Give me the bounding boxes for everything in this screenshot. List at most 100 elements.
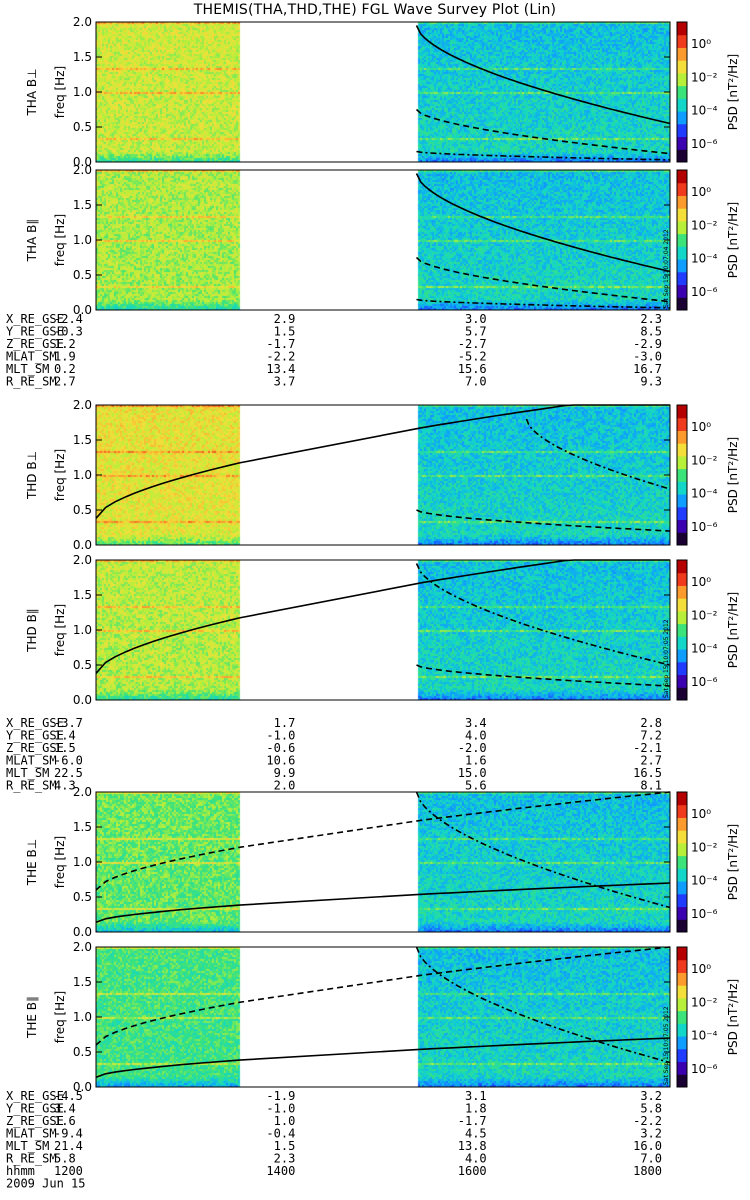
ephemeris-label: MLAT_SM [6,350,57,364]
ephemeris-value: 16.0 [633,1139,662,1153]
frequency-curve [416,298,671,309]
y-tick-label: 0.0 [73,303,92,317]
colorbar: 10⁰ 10⁻² 10⁻⁴ 10⁻⁶ PSD [nT²/Hz] [676,21,740,163]
colorbar-tick-label: 10⁰ [691,807,711,821]
ephemeris-label: Y_RE_GSE [6,729,64,743]
colorbar-segment [677,170,687,184]
ephemeris-value: 1200 [54,1164,83,1178]
colorbar-tick-label: 10⁻⁴ [691,487,718,501]
colorbar-segment [677,123,687,138]
colorbar-segment [677,85,687,99]
panel-ylabel: THA B⊥ [25,68,39,116]
panel-ylabel: THE B⊥ [25,839,39,886]
ephemeris-label: Z_RE_GSE [6,741,64,755]
ephemeris-label: MLT_SM [6,362,49,376]
ephemeris-value: 13.8 [458,1139,487,1153]
colorbar-segment [677,804,687,818]
spectrogram-image [96,22,670,162]
colorbar-segment [677,959,687,973]
frequency-curve [415,173,671,273]
spectrogram-image [96,170,670,310]
colorbar-tick-label: 10⁻² [691,608,718,622]
ephemeris-value: 7.0 [640,1152,662,1166]
ephemeris-value: 8.1 [640,779,662,793]
colorbar-segment [677,1023,687,1037]
colorbar-tick-label: 10⁻⁶ [691,1062,718,1076]
colorbar-segment [677,572,687,586]
y-tick-label: 2.0 [73,398,92,412]
ephemeris-value: -1.0 [266,729,295,743]
y-tick-label: 1.5 [73,433,92,447]
colorbar-tick-label: 10⁰ [691,575,711,589]
colorbar-tick-label: 10⁻⁶ [691,907,718,921]
colorbar-segment [677,893,687,908]
frequency-curve [415,25,671,125]
ephemeris-label: X_RE_GSE [6,312,64,326]
colorbar-segment [677,149,687,163]
colorbar-segment [677,792,687,806]
panel-ylabel: THA B∥ [25,219,39,263]
ephemeris-value: -1.7 [266,337,295,351]
colorbar-tick-label: 10⁻⁴ [691,642,718,656]
y-tick-label: 0.0 [73,693,92,707]
ephemeris-value: 9.3 [640,375,662,389]
y-tick-label: 1.0 [73,623,92,637]
colorbar-segment [677,661,687,676]
ephemeris-value: 5.8 [54,1152,76,1166]
ephemeris-value: -0.6 [266,741,295,755]
panel-ysublabel: freq [Hz] [53,66,67,118]
y-tick-label: 0.5 [73,503,92,517]
ephemeris-value: 3.2 [640,1127,662,1141]
colorbar-segment [677,1061,687,1075]
ephemeris-value: 1.5 [54,741,76,755]
frequency-curve [415,791,671,909]
spectrogram-panel: 0.0 0.5 1.0 1.5 2.0 THD B⊥ freq [Hz] [25,398,671,552]
colorbar-tick-label: 10⁻⁴ [691,104,718,118]
colorbar-tick-label: 10⁰ [691,420,711,434]
y-tick-label: 1.0 [73,1010,92,1024]
colorbar-segment [677,598,687,612]
ephemeris-value: -2.0 [458,741,487,755]
colorbar-frame [676,791,688,933]
ephemeris-label: X_RE_GSE [6,716,64,730]
y-tick-label: 0.0 [73,925,92,939]
y-tick-label: 1.5 [73,50,92,64]
ephemeris-value: 1.0 [274,1114,296,1128]
ephemeris-value: 1.4 [54,729,76,743]
ephemeris-label: MLT_SM [6,766,49,780]
panel-ylabel: THD B⊥ [25,451,39,500]
colorbar-segment [677,259,687,273]
colorbar-tick-label: 10⁻⁶ [691,137,718,151]
ephemeris-value: 2.9 [274,312,296,326]
ephemeris-table: X_RE_GSE-2.4 2.9 3.0 2.3 Y_RE_GSE-0.3 1.5 5.7 8… [6,312,662,389]
ephemeris-value: 1600 [458,1164,487,1178]
colorbar-segment [677,855,687,869]
ephemeris-value: 15.6 [458,362,487,376]
colorbar-frame [676,169,688,311]
ephemeris-value: 2.7 [640,754,662,768]
colorbar-segment [677,136,687,150]
colorbar: 10⁰ 10⁻² 10⁻⁴ 10⁻⁶ PSD [nT²/Hz] [676,169,740,311]
ephemeris-value: 2.0 [274,779,296,793]
ephemeris-label: MLAT_SM [6,754,57,768]
ephemeris-value: 2.3 [274,1152,296,1166]
ephemeris-value: -1.0 [266,1102,295,1116]
colorbar-segment [677,830,687,844]
y-tick-label: 2.0 [73,785,92,799]
ephemeris-value: 0.2 [54,362,76,376]
ephemeris-value: 9.9 [274,766,296,780]
colorbar-segment [677,72,687,87]
ephemeris-value: -3.0 [633,350,662,364]
colorbar-tick-label: 10⁻⁴ [691,1029,718,1043]
ephemeris-value: 1.6 [54,1114,76,1128]
colorbar-segment [677,610,687,625]
colorbar-segment [677,519,687,533]
colorbar-segment [677,271,687,286]
y-tick-label: 1.5 [73,588,92,602]
spectrogram-image [96,560,670,700]
colorbar-segment [677,947,687,961]
spectrogram-image [96,792,670,932]
colorbar-segment [677,208,687,222]
